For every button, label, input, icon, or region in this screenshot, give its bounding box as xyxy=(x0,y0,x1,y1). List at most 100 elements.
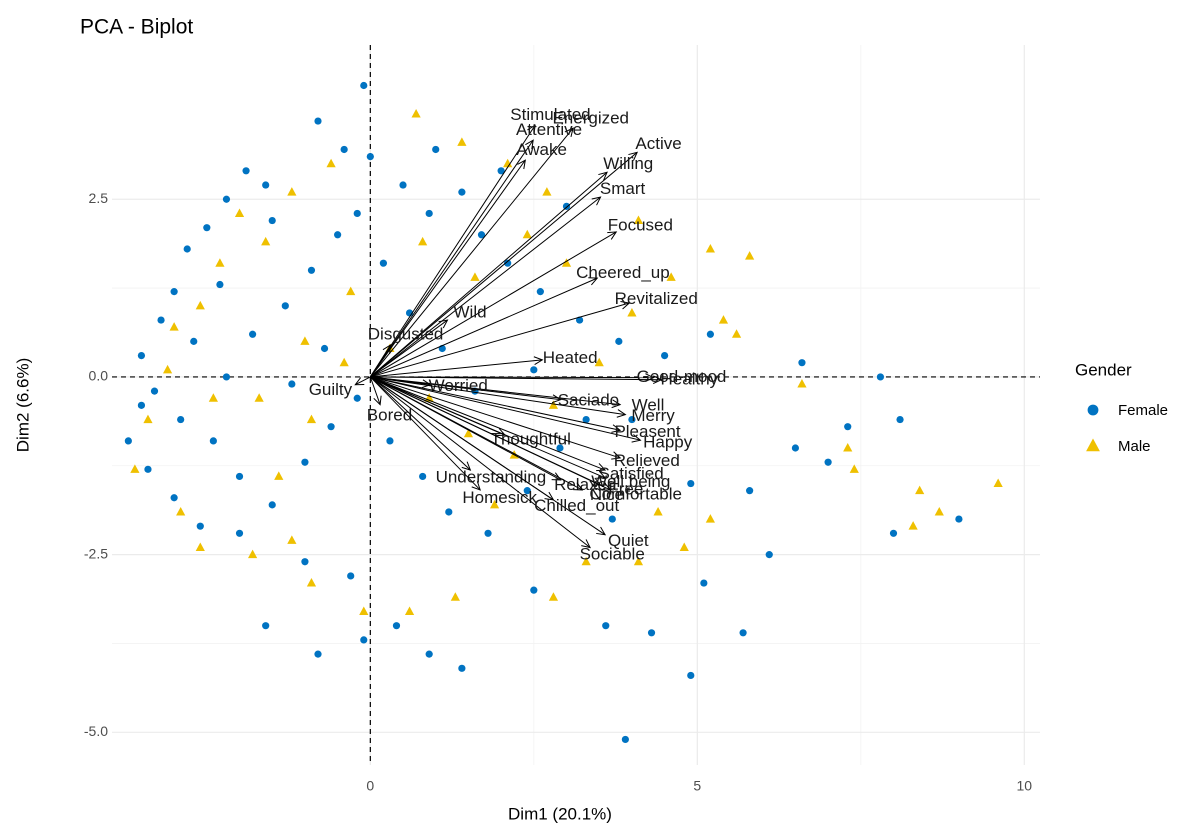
legend-title: Gender xyxy=(1075,360,1132,379)
point xyxy=(844,423,852,431)
arrow-head xyxy=(517,159,526,170)
loading-arrow xyxy=(369,171,608,378)
point xyxy=(327,423,335,431)
arrow-shaft xyxy=(369,376,381,405)
loading-arrow xyxy=(369,376,481,491)
point xyxy=(458,664,466,672)
arrow-head xyxy=(631,434,642,443)
point xyxy=(124,437,132,445)
variable-label: Well xyxy=(632,395,665,414)
point xyxy=(653,506,663,516)
point xyxy=(798,359,806,367)
arrow-shaft xyxy=(370,376,583,491)
loading-arrow xyxy=(370,376,584,491)
point xyxy=(705,514,715,523)
y-tick-label: -5.0 xyxy=(84,723,108,739)
legend-label: Female xyxy=(1118,402,1168,419)
arrow-shaft xyxy=(370,376,621,431)
variable-label: Relieved xyxy=(614,451,680,470)
loading-arrow xyxy=(370,376,591,549)
point xyxy=(340,145,348,154)
point xyxy=(169,322,179,331)
arrow-head xyxy=(598,171,608,181)
arrow-head xyxy=(611,399,622,409)
arrow-shaft xyxy=(370,319,448,378)
arrow-head xyxy=(544,491,555,501)
point xyxy=(504,259,512,267)
point xyxy=(666,272,676,281)
variable-label: Revitalized xyxy=(615,289,698,308)
x-axis-title: Dim1 (20.1%) xyxy=(508,804,612,823)
point xyxy=(843,443,853,452)
loading-arrow xyxy=(369,139,534,378)
point xyxy=(268,501,276,509)
point xyxy=(955,515,963,523)
point xyxy=(177,415,185,424)
arrow-head xyxy=(573,482,584,491)
point xyxy=(268,216,276,225)
loading-arrow xyxy=(370,356,544,378)
point xyxy=(628,415,636,424)
arrow-head xyxy=(645,373,655,382)
arrow-shaft xyxy=(369,127,574,378)
point xyxy=(209,437,217,445)
loading-arrow xyxy=(370,319,449,378)
arrow-head xyxy=(564,127,574,138)
point xyxy=(334,231,342,239)
point xyxy=(137,352,146,360)
arrow-shaft xyxy=(370,376,554,501)
variable-label: Awake xyxy=(516,140,567,159)
variable-label: Attentive xyxy=(516,120,582,139)
loading-arrow xyxy=(370,196,602,378)
point xyxy=(582,415,590,424)
loading-arrow xyxy=(369,159,526,378)
point xyxy=(575,316,584,324)
point xyxy=(392,622,401,630)
point xyxy=(457,137,467,146)
point xyxy=(411,108,421,118)
point xyxy=(687,479,695,488)
point xyxy=(687,671,695,680)
point xyxy=(262,622,270,630)
point xyxy=(347,572,355,580)
point xyxy=(235,529,244,537)
point xyxy=(661,352,669,360)
point xyxy=(915,485,925,495)
variable-label: Energized xyxy=(552,108,629,127)
point xyxy=(320,344,329,353)
point xyxy=(307,266,316,274)
point xyxy=(849,464,859,473)
arrow-head xyxy=(382,343,392,354)
point xyxy=(731,329,742,338)
point xyxy=(300,336,310,345)
point xyxy=(561,258,572,267)
variable-label: Sociable xyxy=(580,544,645,563)
point xyxy=(399,181,407,189)
point xyxy=(176,506,186,516)
point xyxy=(339,357,349,367)
point xyxy=(359,606,369,615)
point xyxy=(301,558,309,566)
point xyxy=(157,316,165,324)
point xyxy=(386,437,394,445)
loading-arrow xyxy=(370,376,555,501)
loading-arrow xyxy=(369,376,472,471)
point xyxy=(489,499,500,509)
point xyxy=(484,529,492,537)
arrow-shaft xyxy=(355,376,371,386)
arrow-head xyxy=(607,231,618,240)
point xyxy=(301,458,309,466)
arrow-shaft xyxy=(369,376,481,491)
point xyxy=(379,259,388,267)
point xyxy=(314,117,322,125)
loading-arrow xyxy=(370,151,639,378)
point xyxy=(934,506,944,516)
point xyxy=(876,373,885,381)
point xyxy=(287,535,297,544)
variable-label: Chilled_out xyxy=(534,496,619,515)
loading-arrow xyxy=(354,376,371,386)
arrow-head xyxy=(551,394,562,404)
point xyxy=(306,414,317,424)
point xyxy=(170,494,178,502)
point xyxy=(463,428,474,438)
